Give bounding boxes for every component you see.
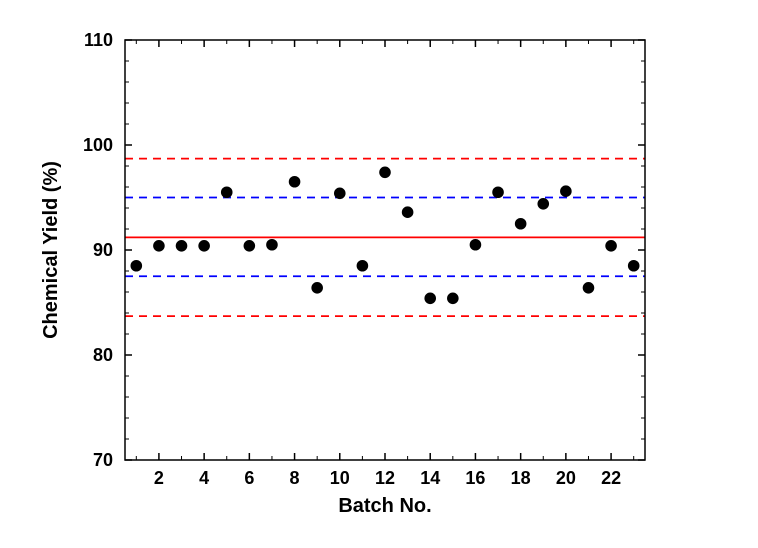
data-point (448, 293, 459, 304)
data-point (334, 188, 345, 199)
y-tick-label: 80 (93, 345, 113, 365)
data-point (425, 293, 436, 304)
y-tick-label: 110 (84, 30, 113, 50)
data-point (289, 176, 300, 187)
data-point (493, 187, 504, 198)
data-point (561, 186, 572, 197)
x-tick-label: 4 (199, 468, 209, 488)
data-point (538, 199, 549, 210)
x-tick-label: 8 (290, 468, 300, 488)
x-tick-label: 16 (465, 468, 485, 488)
y-tick-label: 70 (93, 450, 113, 470)
data-point (583, 283, 594, 294)
data-point (267, 239, 278, 250)
data-point (515, 218, 526, 229)
data-point (221, 187, 232, 198)
data-point (606, 241, 617, 252)
data-point (131, 260, 142, 271)
x-tick-label: 2 (154, 468, 164, 488)
y-tick-label: 90 (93, 240, 113, 260)
x-tick-label: 14 (420, 468, 440, 488)
y-tick-label: 100 (83, 135, 113, 155)
data-point (154, 241, 165, 252)
x-tick-label: 22 (601, 468, 621, 488)
data-point (402, 207, 413, 218)
x-tick-label: 6 (244, 468, 254, 488)
x-tick-label: 18 (511, 468, 531, 488)
data-point (357, 260, 368, 271)
x-tick-label: 10 (330, 468, 350, 488)
data-point (176, 241, 187, 252)
data-point (380, 167, 391, 178)
x-axis-label: Batch No. (338, 495, 431, 517)
x-tick-label: 12 (375, 468, 395, 488)
control-chart: 2 4 6 8 10 12 14 16 18 20 22 70 80 90 100 110 Batch No. C… (0, 0, 758, 548)
data-point (628, 260, 639, 271)
x-tick-label: 20 (556, 468, 576, 488)
data-point (470, 239, 481, 250)
data-point (199, 241, 210, 252)
y-axis-label: Chemical Yield (%) (40, 161, 62, 339)
data-point (312, 283, 323, 294)
data-point (244, 241, 255, 252)
